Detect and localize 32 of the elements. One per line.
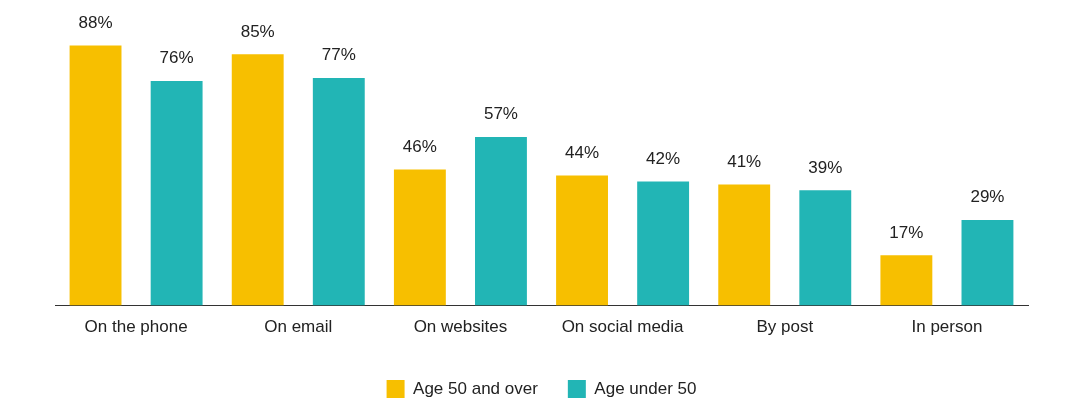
bar [150, 80, 203, 306]
data-label: 76% [159, 48, 194, 68]
data-label: 17% [889, 222, 924, 242]
bar [799, 190, 852, 306]
x-tick-label: On the phone [84, 317, 188, 337]
legend-label: Age 50 and over [413, 378, 539, 398]
x-tick-label: On email [264, 317, 333, 337]
data-label: 42% [646, 148, 681, 168]
bar [312, 77, 365, 306]
bar [475, 137, 527, 306]
data-label: 39% [808, 157, 843, 177]
data-label: 44% [565, 142, 600, 162]
bar [961, 219, 1014, 306]
data-label: 41% [727, 151, 762, 171]
bar [637, 181, 690, 306]
data-label: 46% [402, 136, 437, 156]
x-tick-label: On websites [413, 317, 508, 337]
legend-label: Age under 50 [594, 378, 697, 398]
data-label: 29% [970, 187, 1005, 207]
bar [556, 175, 608, 306]
x-tick-label: By post [756, 317, 814, 337]
bar [69, 45, 122, 306]
x-tick-label: In person [911, 317, 983, 337]
x-tick-label: On social media [561, 317, 685, 337]
data-label: 88% [78, 12, 113, 32]
bar [231, 54, 284, 306]
bar [393, 169, 446, 306]
data-label: 85% [240, 21, 275, 41]
bar [718, 184, 771, 306]
data-label: 57% [483, 104, 518, 124]
bar [880, 255, 933, 306]
data-label: 77% [321, 45, 356, 65]
